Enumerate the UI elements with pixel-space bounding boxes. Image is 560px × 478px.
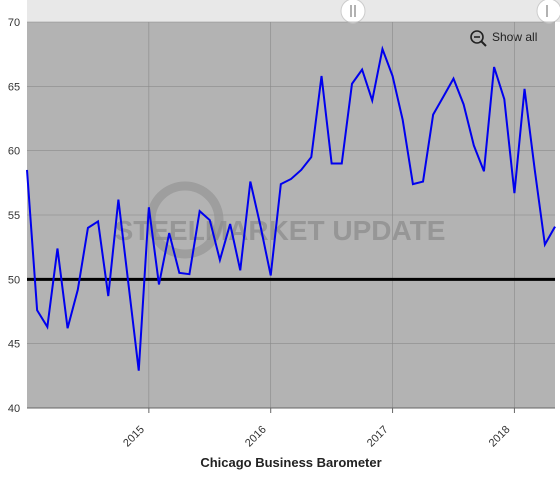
data-line — [26, 45, 556, 371]
navigator-handle[interactable] — [340, 0, 366, 24]
y-tick-label: 45 — [8, 339, 20, 351]
y-tick-label: 65 — [8, 81, 20, 93]
x-tick-label: 2016 — [243, 424, 269, 450]
plot-background — [27, 0, 555, 408]
y-tick-label: 70 — [8, 17, 20, 29]
navigator[interactable] — [27, 0, 560, 22]
x-tick-label: 2015 — [121, 424, 147, 450]
y-tick-label: 55 — [8, 210, 20, 222]
watermark: STEELMARKET UPDATE — [115, 215, 446, 246]
y-tick-label: 50 — [8, 274, 20, 286]
zoom-icon — [480, 40, 487, 47]
navigator-handle[interactable] — [536, 0, 560, 24]
zoom-icon — [470, 30, 484, 44]
x-tick-label: 2017 — [365, 424, 391, 450]
x-tick-label: 2018 — [487, 424, 513, 450]
y-tick-label: 60 — [8, 146, 20, 158]
y-tick-label: 40 — [8, 403, 20, 415]
chart-title: Chicago Business Barometer — [200, 455, 381, 470]
